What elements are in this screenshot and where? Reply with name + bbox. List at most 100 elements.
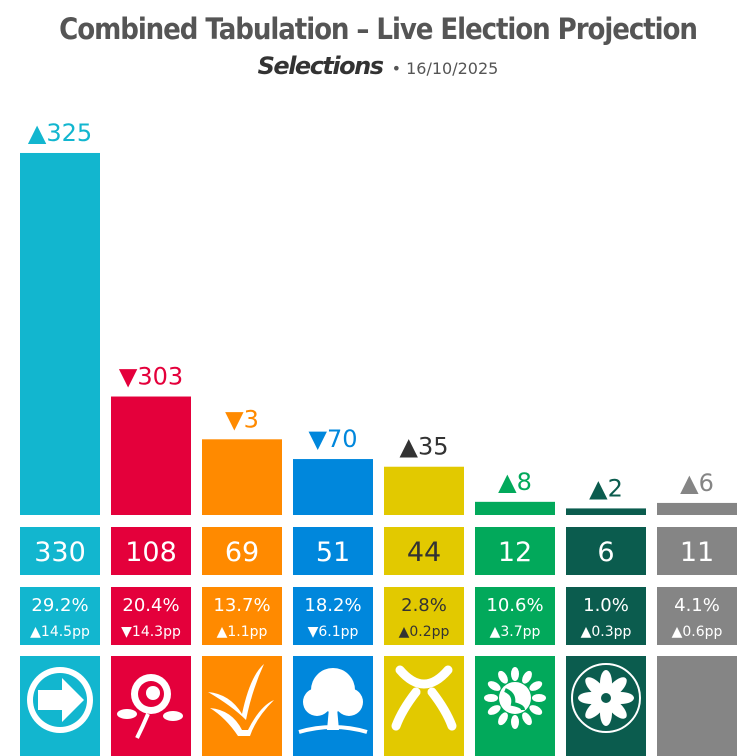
- seat-change-label: ▲6: [680, 469, 714, 497]
- vote-share-box: [20, 587, 100, 645]
- arrow-logo-arrow: [38, 678, 84, 722]
- vote-share-label: 4.1%: [674, 595, 720, 616]
- vote-share-label: 2.8%: [401, 595, 447, 616]
- vote-share-label: 29.2%: [31, 595, 88, 616]
- vote-change-label: ▲0.6pp: [672, 624, 723, 640]
- rose-logo: [117, 674, 183, 739]
- earth-logo-leaf: [498, 712, 508, 726]
- arrow-logo: [27, 667, 93, 733]
- party-column: ▲325 330 29.2% ▲14.5pp: [20, 119, 100, 756]
- vote-share-label: 1.0%: [583, 595, 629, 616]
- seat-bar: [657, 502, 737, 515]
- seat-change-label: ▼70: [309, 425, 358, 453]
- earth-logo-leaf: [511, 667, 519, 681]
- seat-bar: [202, 439, 282, 515]
- seat-count-box: [202, 527, 282, 575]
- seat-bar: [293, 459, 373, 515]
- party-column: ▼303 108 20.4% ▼14.3pp: [111, 363, 191, 756]
- flower-logo-ring: [571, 663, 641, 733]
- earth-logo-leaf: [522, 670, 532, 684]
- vote-change-label: ▲0.2pp: [399, 624, 450, 640]
- seat-count-box: [293, 527, 373, 575]
- seat-change-label: ▼303: [119, 363, 183, 391]
- seat-change-label: ▲8: [498, 468, 532, 496]
- seat-change-label: ▼3: [225, 405, 259, 433]
- brand-logo: Selections: [257, 52, 384, 80]
- rose-logo-center: [146, 686, 160, 700]
- saltire-logo: [391, 665, 457, 731]
- earth-logo-leaf: [484, 694, 498, 702]
- rose-logo-stem: [135, 713, 150, 739]
- saltire-logo-arm: [427, 687, 457, 731]
- party-column: ▲8 12 10.6% ▲3.7pp: [475, 468, 555, 756]
- flower-logo-petal: [585, 677, 606, 698]
- vote-change-label: ▲3.7pp: [490, 624, 541, 640]
- projection-date: • 16/10/2025: [391, 59, 499, 78]
- rose-logo-leaf: [117, 709, 137, 719]
- vote-share-box: [293, 587, 373, 645]
- seat-count-label: 6: [597, 537, 614, 568]
- flower-logo-petal: [606, 698, 627, 719]
- vote-share-box: [475, 587, 555, 645]
- tree-logo-crown: [335, 688, 363, 716]
- seat-count-box: [384, 527, 464, 575]
- earth-logo-leaf: [532, 694, 546, 702]
- seat-bar: [111, 396, 191, 515]
- bird-logo-wing: [208, 664, 264, 720]
- seat-bar: [20, 152, 100, 515]
- earth-logo-leaf: [529, 705, 543, 715]
- vote-share-box: [202, 587, 282, 645]
- party-column: ▲6 11 4.1% ▲0.6pp: [657, 469, 737, 756]
- seat-count-label: 12: [498, 537, 532, 568]
- party-column: ▲2 6 1.0% ▲0.3pp: [566, 474, 646, 756]
- party-logo-box: [657, 656, 737, 756]
- earth-logo: [484, 667, 546, 729]
- party-column: ▲35 44 2.8% ▲0.2pp: [384, 433, 464, 756]
- tree-logo-ground: [298, 725, 368, 734]
- vote-share-label: 18.2%: [304, 595, 361, 616]
- seat-count-label: 69: [225, 537, 259, 568]
- chart-title: Combined Tabulation – Live Election Proj…: [59, 12, 698, 46]
- vote-share-label: 20.4%: [122, 595, 179, 616]
- saltire-logo-arm: [391, 687, 421, 731]
- seat-change-label: ▲35: [400, 433, 449, 461]
- vote-share-label: 13.7%: [213, 595, 270, 616]
- vote-change-label: ▲14.5pp: [30, 624, 90, 640]
- party-column: ▼70 51 18.2% ▼6.1pp: [293, 425, 373, 756]
- earth-logo-leaf: [487, 681, 501, 691]
- seat-count-box: [20, 527, 100, 575]
- seat-bar: [566, 508, 646, 515]
- vote-share-box: [111, 587, 191, 645]
- earth-logo-leaf: [529, 681, 543, 691]
- seat-count-box: [111, 527, 191, 575]
- vote-change-label: ▼14.3pp: [121, 624, 181, 640]
- seat-change-label: ▲325: [28, 119, 92, 147]
- seat-count-label: 108: [125, 537, 177, 568]
- seat-count-box: [475, 527, 555, 575]
- rose-logo-leaf: [163, 711, 183, 721]
- flower-logo-center: [601, 693, 611, 703]
- tree-logo-trunk: [327, 708, 339, 730]
- seat-change-label: ▲2: [589, 474, 623, 502]
- party-logo-box: [202, 656, 282, 756]
- party-column: ▼3 69 13.7% ▲1.1pp: [202, 405, 282, 756]
- earth-logo-land: [504, 688, 525, 711]
- earth-logo-leaf: [511, 715, 519, 729]
- tree-logo-crown: [303, 688, 331, 716]
- tree-logo: [298, 668, 368, 734]
- chart-subtitle: Selections • 16/10/2025: [0, 52, 756, 80]
- vote-share-box: [384, 587, 464, 645]
- vote-share-label: 10.6%: [486, 595, 543, 616]
- vote-change-label: ▲1.1pp: [217, 624, 268, 640]
- seat-count-label: 11: [680, 537, 714, 568]
- seat-count-label: 44: [407, 537, 441, 568]
- earth-logo-leaf: [487, 705, 501, 715]
- flower-logo: [571, 663, 641, 733]
- seat-bar: [475, 501, 555, 515]
- earth-logo-leaf: [498, 670, 508, 684]
- vote-change-label: ▼6.1pp: [308, 624, 359, 640]
- seat-count-label: 51: [316, 537, 350, 568]
- flower-logo-petal: [585, 698, 606, 719]
- seat-count-label: 330: [34, 537, 86, 568]
